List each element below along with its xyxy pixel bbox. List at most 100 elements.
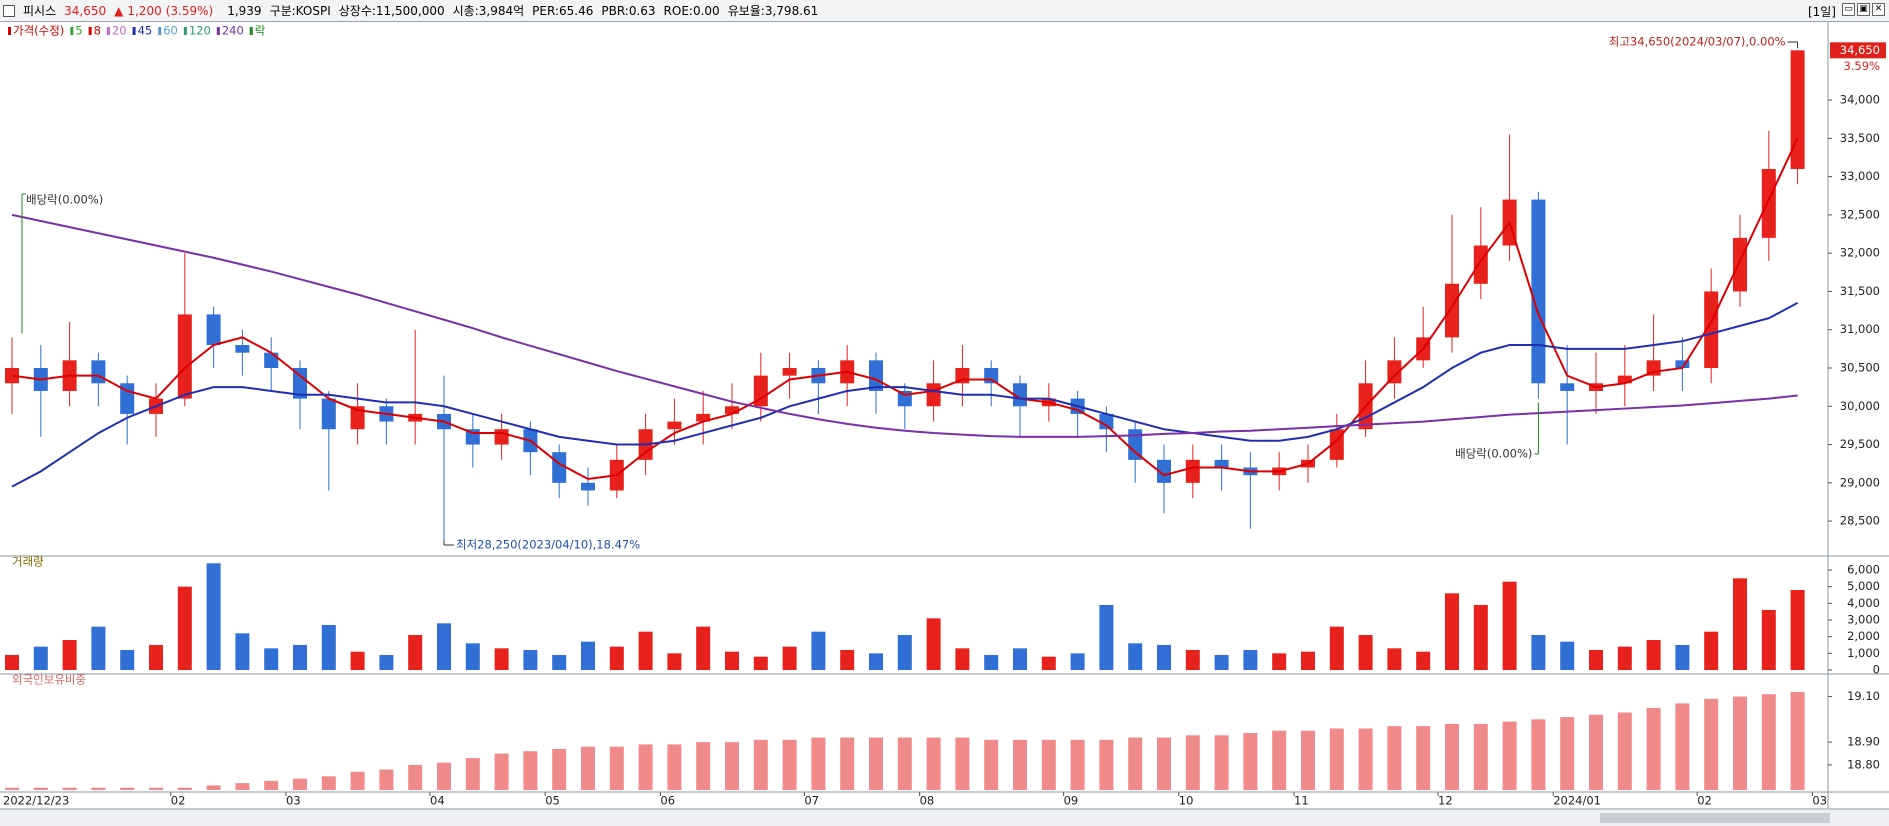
bar — [1502, 721, 1517, 790]
bar — [869, 653, 883, 670]
x-tick-label: 08 — [920, 794, 935, 808]
bar — [1070, 739, 1085, 790]
bar — [581, 746, 595, 790]
legend-label: 락 — [255, 24, 266, 38]
legend-swatch — [88, 27, 92, 35]
bar — [581, 641, 595, 670]
bar — [1243, 650, 1258, 670]
bar — [408, 764, 423, 790]
price-tag-change: 3.59% — [1843, 59, 1880, 73]
moving-average — [11, 137, 1799, 481]
bar — [1560, 717, 1575, 790]
bar — [1099, 739, 1114, 790]
bar — [1013, 648, 1027, 670]
menu-box[interactable] — [3, 4, 15, 17]
bar — [1128, 737, 1143, 790]
annotation: 최저28,250(2023/04/10),18.47% — [456, 538, 640, 552]
change-pct: (3.59%) — [165, 3, 214, 18]
bar — [408, 635, 423, 670]
bar — [955, 737, 970, 790]
legend-label: 60 — [163, 24, 178, 38]
bar — [293, 778, 307, 790]
bar — [926, 737, 941, 790]
bar — [1790, 590, 1805, 670]
y-tick-label: 3,000 — [1847, 613, 1880, 627]
period[interactable]: [1일] — [1807, 5, 1836, 19]
candle-body — [552, 452, 567, 483]
y-tick-label: 1,000 — [1847, 646, 1880, 660]
bar — [840, 737, 855, 790]
candle-body — [1387, 360, 1402, 384]
market: 구분:KOSPI — [269, 4, 331, 18]
bar — [1185, 735, 1200, 790]
candle-body — [1761, 168, 1776, 238]
pbr: PBR:0.63 — [601, 3, 656, 18]
bar — [1301, 730, 1315, 790]
candle-body — [321, 398, 336, 430]
bar — [264, 648, 279, 670]
per: PER:65.46 — [532, 3, 594, 18]
y-tick-label: 18.90 — [1847, 735, 1880, 749]
bar — [321, 776, 336, 790]
header-bar: 피시스 34,650 ▲ 1,200 (3.59%) 1,939 구분:KOSP… — [0, 0, 1889, 22]
listed: 상장수:11,500,000 — [338, 4, 445, 18]
bar — [494, 753, 509, 790]
y-tick-label: 31,500 — [1840, 284, 1880, 298]
bar — [1445, 593, 1459, 670]
window-buttons: [1일] ▭ ▣ ✕ — [1808, 3, 1885, 20]
bar — [1733, 696, 1747, 790]
legend-swatch — [158, 27, 162, 35]
bar — [1416, 726, 1431, 790]
bar — [753, 656, 768, 670]
annotation: 배당락(0.00%) — [1455, 447, 1532, 461]
x-tick-label: 11 — [1294, 794, 1309, 808]
moving-average — [11, 213, 1798, 438]
bar — [811, 737, 826, 790]
bar — [1416, 651, 1431, 670]
restore[interactable]: ▣ — [1857, 3, 1870, 16]
candle-body — [725, 406, 739, 414]
moving-average — [11, 302, 1799, 488]
bar — [667, 744, 682, 790]
minimize[interactable]: ▭ — [1842, 3, 1855, 16]
legend-swatch — [8, 27, 11, 35]
candle-body — [494, 429, 509, 445]
candle-body — [581, 482, 595, 491]
bar — [609, 646, 624, 670]
bar — [264, 780, 279, 790]
bar — [494, 648, 509, 670]
bar — [1675, 703, 1690, 790]
bar — [926, 618, 941, 670]
bar — [1646, 707, 1661, 790]
volume: 1,939 — [227, 3, 262, 18]
candle-body — [696, 413, 711, 422]
y-tick-label: 19.10 — [1847, 689, 1880, 703]
close[interactable]: ✕ — [1872, 3, 1885, 16]
bar — [1761, 610, 1776, 670]
candle-body — [350, 406, 365, 430]
bar — [1761, 694, 1776, 790]
bar — [62, 640, 77, 670]
bar — [1531, 719, 1546, 790]
x-tick-label: 02 — [171, 794, 186, 808]
candle-body — [1560, 383, 1575, 391]
bar — [523, 751, 538, 790]
bar — [1445, 723, 1459, 790]
scrollbar[interactable] — [0, 810, 1889, 826]
y-tick-label: 5,000 — [1847, 579, 1880, 593]
scroll-thumb[interactable] — [1600, 813, 1830, 823]
bar — [1531, 635, 1546, 670]
y-tick-label: 33,000 — [1840, 169, 1880, 183]
bar — [177, 586, 192, 670]
legend-swatch — [132, 27, 136, 35]
y-tick-label: 29,000 — [1840, 475, 1880, 489]
x-tick-label: 2024/01 — [1553, 794, 1601, 808]
bar — [465, 643, 480, 670]
annotation: 배당락(0.00%) — [26, 193, 103, 207]
x-tick-label: 12 — [1438, 794, 1453, 808]
bar — [33, 646, 48, 670]
legend-label: 8 — [94, 24, 101, 38]
bar — [984, 655, 999, 670]
bar — [5, 655, 19, 670]
